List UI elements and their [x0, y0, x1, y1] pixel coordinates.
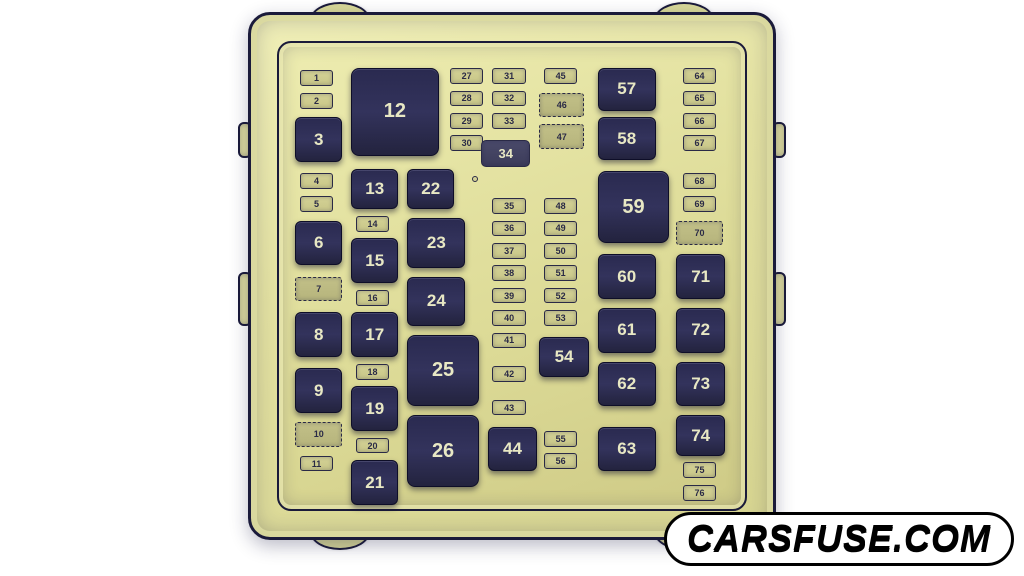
fuse-3: 3: [295, 117, 342, 162]
fusebox-stage: 1234567891011121314151617181920212223242…: [248, 12, 776, 540]
fuse-26: 26: [407, 415, 479, 487]
fuse-17: 17: [351, 312, 398, 357]
fuse-73: 73: [676, 362, 725, 407]
fuse-22: 22: [407, 169, 454, 209]
slot-49: 49: [544, 221, 578, 237]
slot-33: 33: [492, 113, 526, 129]
slot-10: 10: [295, 422, 342, 447]
slot-47: 47: [539, 124, 584, 149]
slot-46: 46: [539, 93, 584, 118]
fusebox-inner-shell: 1234567891011121314151617181920212223242…: [277, 41, 747, 511]
slot-70: 70: [676, 221, 723, 246]
slot-68: 68: [683, 173, 717, 189]
fuse-15: 15: [351, 238, 398, 283]
fuse-24: 24: [407, 277, 465, 326]
slot-43: 43: [492, 400, 526, 416]
slot-36: 36: [492, 221, 526, 237]
slot-37: 37: [492, 243, 526, 259]
fuse-25: 25: [407, 335, 479, 407]
slot-20: 20: [356, 438, 390, 454]
fuse-63: 63: [598, 427, 656, 472]
slot-27: 27: [450, 68, 484, 84]
fuse-57: 57: [598, 68, 656, 111]
fuse-61: 61: [598, 308, 656, 353]
slot-56: 56: [544, 453, 578, 469]
fuse-21: 21: [351, 460, 398, 505]
slot-45: 45: [544, 68, 578, 84]
slot-55: 55: [544, 431, 578, 447]
slot-28: 28: [450, 91, 484, 107]
slot-1: 1: [300, 70, 334, 86]
fuse-71: 71: [676, 254, 725, 299]
slot-35: 35: [492, 198, 526, 214]
slot-65: 65: [683, 91, 717, 107]
fuse-62: 62: [598, 362, 656, 407]
slot-40: 40: [492, 310, 526, 326]
slot-69: 69: [683, 196, 717, 212]
slot-64: 64: [683, 68, 717, 84]
fusebox-outer-shell: 1234567891011121314151617181920212223242…: [248, 12, 776, 540]
fuse-74: 74: [676, 415, 725, 455]
slot-50: 50: [544, 243, 578, 259]
fuse-23: 23: [407, 218, 465, 267]
slot-75: 75: [683, 462, 717, 478]
fuse-9: 9: [295, 368, 342, 413]
slot-32: 32: [492, 91, 526, 107]
slot-18: 18: [356, 364, 390, 380]
slot-67: 67: [683, 135, 717, 151]
slot-7: 7: [295, 277, 342, 302]
slot-76: 76: [683, 485, 717, 501]
fuse-8: 8: [295, 312, 342, 357]
slot-14: 14: [356, 216, 390, 232]
slot-66: 66: [683, 113, 717, 129]
fuse-60: 60: [598, 254, 656, 299]
slot-42: 42: [492, 366, 526, 382]
slot-30: 30: [450, 135, 484, 151]
fuse-72: 72: [676, 308, 725, 353]
fuse-58: 58: [598, 117, 656, 160]
slot-41: 41: [492, 333, 526, 349]
slot-29: 29: [450, 113, 484, 129]
slot-2: 2: [300, 93, 334, 109]
fuse-12: 12: [351, 68, 438, 155]
slot-31: 31: [492, 68, 526, 84]
fuse-6: 6: [295, 221, 342, 266]
slot-53: 53: [544, 310, 578, 326]
fuse-13: 13: [351, 169, 398, 209]
alignment-pin: [472, 176, 478, 182]
slot-16: 16: [356, 290, 390, 306]
fuse-59: 59: [598, 171, 670, 243]
slot-51: 51: [544, 265, 578, 281]
fuse-44: 44: [488, 427, 537, 472]
slot-4: 4: [300, 173, 334, 189]
fusebox-grid: 1234567891011121314151617181920212223242…: [293, 57, 731, 495]
slot-5: 5: [300, 196, 334, 212]
slot-52: 52: [544, 288, 578, 304]
slot-34: 34: [481, 140, 530, 167]
fuse-19: 19: [351, 386, 398, 431]
slot-39: 39: [492, 288, 526, 304]
slot-48: 48: [544, 198, 578, 214]
slot-11: 11: [300, 456, 334, 472]
watermark-logo: CARSFUSE.COM: [664, 512, 1014, 566]
fuse-54: 54: [539, 337, 588, 377]
slot-38: 38: [492, 265, 526, 281]
